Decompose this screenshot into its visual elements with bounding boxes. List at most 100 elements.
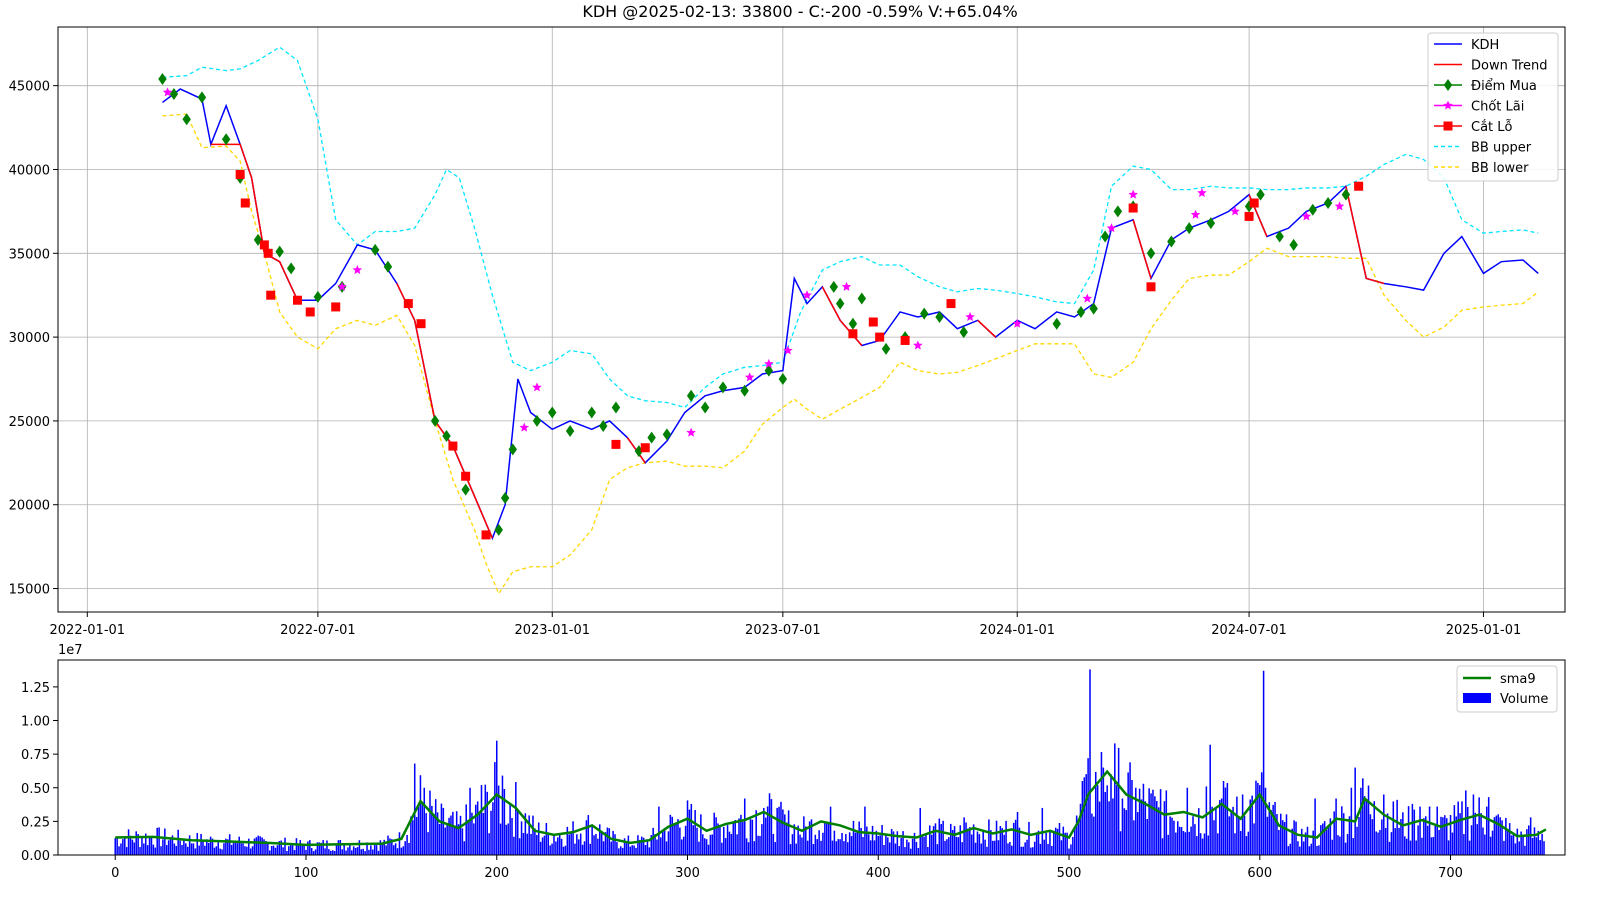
volume-bar <box>883 844 885 855</box>
volume-bar <box>425 813 427 855</box>
volume-bar <box>328 849 330 855</box>
volume-bar <box>1278 829 1280 855</box>
volume-bar <box>1476 824 1479 855</box>
volume-bar <box>953 826 956 855</box>
volume-bar <box>152 844 155 855</box>
stop-loss-marker <box>266 290 276 300</box>
stop-loss-marker <box>868 317 878 327</box>
volume-bar <box>730 833 733 855</box>
volume-bar <box>1114 743 1116 855</box>
volume-bar <box>702 834 704 855</box>
volume-bar <box>911 838 914 855</box>
volume-bar <box>1268 802 1271 855</box>
volume-bar <box>1384 827 1387 855</box>
volume-bar <box>677 819 679 855</box>
volume-bar <box>585 820 588 855</box>
buy-point-marker <box>370 243 380 256</box>
volume-bar <box>400 847 403 855</box>
volume-bar <box>158 827 160 855</box>
volume-bar <box>1276 814 1278 855</box>
volume-bar <box>345 850 347 855</box>
take-profit-marker <box>686 427 696 437</box>
volume-bar <box>1033 841 1036 855</box>
volume-bar <box>343 844 345 855</box>
volume-bar <box>1085 774 1087 855</box>
volume-bar <box>1291 828 1293 855</box>
volume-bar <box>991 840 994 855</box>
stop-loss-marker <box>416 319 426 329</box>
volume-bar <box>763 807 765 855</box>
volume-legend: sma9 Volume <box>1456 665 1558 713</box>
volume-bar <box>1463 834 1465 855</box>
buy-point-marker <box>935 310 944 323</box>
volume-bar <box>1270 810 1272 855</box>
volume-bar <box>753 841 756 855</box>
volume-bar <box>1413 809 1416 855</box>
take-profit-marker <box>764 358 774 368</box>
volume-bar <box>589 843 591 855</box>
volume-bar <box>1505 817 1507 855</box>
volume-bar <box>284 837 286 855</box>
volume-bar <box>1096 785 1099 855</box>
volume-bar <box>541 837 544 855</box>
volume-bar <box>557 837 559 855</box>
volume-bar <box>858 821 860 855</box>
volume-bar <box>919 807 921 855</box>
x-tick-label: 2022-01-01 <box>50 623 126 638</box>
volume-bar <box>698 841 700 855</box>
volume-bar <box>1152 789 1154 855</box>
volume-bar <box>242 843 244 855</box>
volume-bar <box>1255 780 1257 855</box>
volume-bar <box>246 846 248 855</box>
buy-point-marker <box>700 401 710 414</box>
volume-bar <box>259 836 261 855</box>
volume-bar <box>982 830 984 855</box>
legend-item: BB lower <box>1434 161 1529 176</box>
volume-bar <box>412 820 414 855</box>
volume-bar <box>1011 845 1013 855</box>
vol-y-tick-label: 0.50 <box>21 782 50 797</box>
volume-bar <box>1472 794 1475 855</box>
volume-bar <box>513 836 515 855</box>
volume-bar <box>240 843 242 855</box>
volume-bar <box>1184 832 1187 855</box>
volume-bar <box>1323 821 1326 855</box>
y-tick-label: 45000 <box>9 80 50 95</box>
volume-bar <box>1367 785 1370 855</box>
volume-bar <box>787 810 790 855</box>
volume-bar <box>351 850 353 855</box>
volume-bar <box>1045 832 1047 855</box>
volume-bar <box>440 803 443 855</box>
volume-bar <box>1138 788 1141 855</box>
volume-bar <box>969 827 971 855</box>
volume-bar <box>186 846 189 855</box>
volume-bar <box>642 837 645 855</box>
down-trend-segment <box>977 319 997 338</box>
volume-bar <box>156 827 158 855</box>
volume-bar <box>368 849 370 855</box>
legend-label: Down Trend <box>1471 59 1548 74</box>
volume-bar <box>591 824 593 855</box>
volume-bar <box>1005 820 1007 855</box>
buy-point-marker <box>611 401 621 414</box>
volume-bar <box>597 838 599 855</box>
volume-bar <box>656 839 658 855</box>
volume-bar <box>717 823 719 855</box>
volume-bar <box>1436 806 1438 855</box>
volume-bar <box>202 841 204 855</box>
volume-bar <box>307 841 309 855</box>
volume-bar <box>1175 832 1177 855</box>
volume-bar <box>574 843 576 855</box>
volume-bar <box>131 839 134 855</box>
volume-bar <box>845 834 847 855</box>
buy-point-marker <box>662 428 672 441</box>
volume-bar <box>360 849 363 855</box>
volume-bar <box>846 842 849 855</box>
volume-bar <box>539 841 542 855</box>
vol-x-tick-label: 400 <box>866 866 891 881</box>
take-profit-marker <box>1197 187 1207 197</box>
volume-bar <box>1171 817 1173 855</box>
volume-bar <box>1238 816 1240 855</box>
volume-bar <box>1289 843 1292 855</box>
volume-bar <box>724 838 727 855</box>
